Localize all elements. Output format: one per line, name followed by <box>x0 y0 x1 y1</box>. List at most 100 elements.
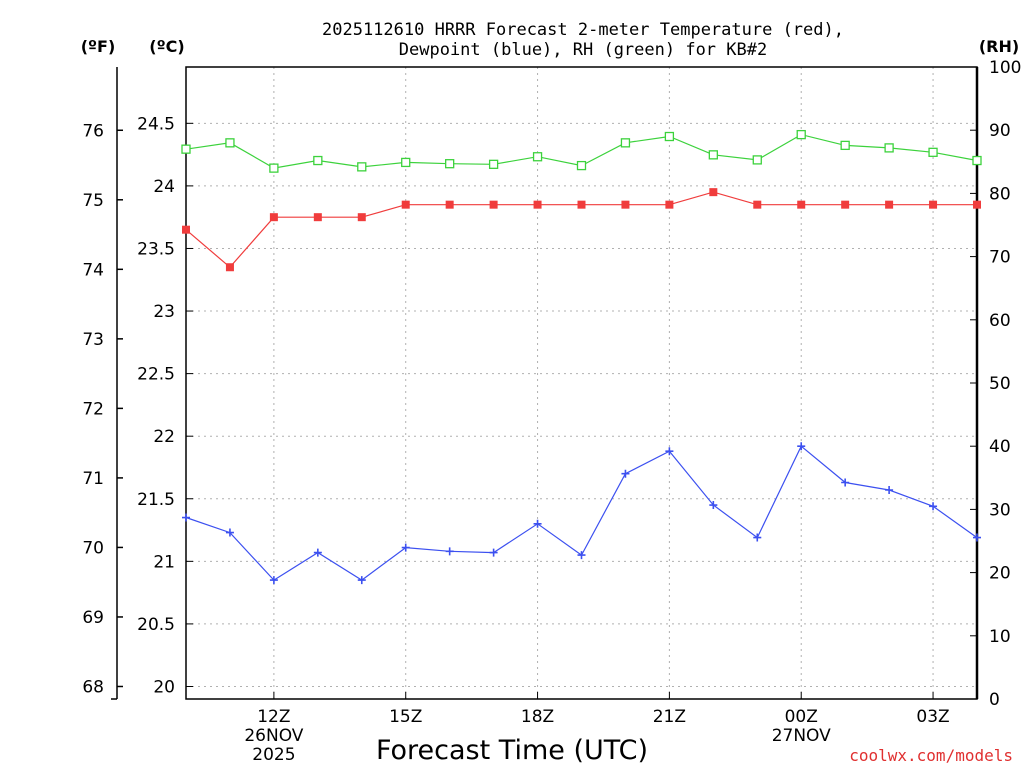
dewpoint-point <box>709 501 718 510</box>
rh-tick-label: 90 <box>989 121 1011 141</box>
dewpoint-point <box>973 533 981 542</box>
rh-tick-label: 50 <box>989 374 1011 394</box>
fahrenheit-unit-label: (ºF) <box>81 37 116 56</box>
dewpoint-point <box>841 478 850 487</box>
dewpoint-point <box>577 551 586 560</box>
rh-tick-label: 30 <box>989 500 1011 520</box>
dewpoint-point <box>797 442 806 451</box>
rh-point <box>269 163 279 173</box>
dewpoint-point <box>269 576 278 585</box>
title: 2025112610 HRRR Forecast 2-meter Tempera… <box>322 20 844 60</box>
dewpoint-point <box>753 533 762 542</box>
x-tick-label: 00Z <box>785 707 818 727</box>
temperature-point <box>313 213 322 222</box>
temperature-series <box>182 188 981 272</box>
dewpoint-point <box>445 547 454 556</box>
dewpoint-point <box>357 576 366 585</box>
temperature-point <box>182 225 190 234</box>
rh-point <box>445 159 455 169</box>
fahrenheit-tick-label: 73 <box>82 330 104 350</box>
x-tick-date-label: 27NOV <box>772 726 831 746</box>
temperature-point <box>621 200 630 209</box>
temperature-point <box>225 263 234 272</box>
rh-tick-label: 100 <box>989 58 1021 78</box>
dewpoint-point <box>885 486 894 495</box>
temperature-point <box>489 200 498 209</box>
dewpoint-point <box>533 519 542 528</box>
dewpoint-series <box>182 442 981 585</box>
dewpoint-point <box>313 548 322 557</box>
dewpoint-point <box>665 447 674 456</box>
fahrenheit-tick-label: 72 <box>82 399 104 419</box>
chart-title-line-1: 2025112610 HRRR Forecast 2-meter Tempera… <box>322 20 844 40</box>
rh-tick-label: 60 <box>989 311 1011 331</box>
rh-point <box>313 155 323 166</box>
rh-point <box>357 162 367 172</box>
x-axis-title: Forecast Time (UTC) <box>376 735 648 766</box>
rh-point <box>620 138 631 148</box>
temperature-point <box>665 200 674 209</box>
dewpoint-point <box>182 513 190 522</box>
rh-point <box>840 140 850 151</box>
fahrenheit-tick-label: 76 <box>82 121 104 141</box>
rh-point <box>532 152 543 162</box>
tick-labels: 20 20.5 21 21.5 22 22.5 23 23.5 24 24.5 68 69 70 71 72… <box>82 58 1021 765</box>
rh-tick-label: 20 <box>989 564 1011 584</box>
rh-point <box>972 155 982 166</box>
rh-point <box>752 155 762 165</box>
temperature-point <box>577 200 586 209</box>
dewpoint-point <box>621 469 630 478</box>
rh-point <box>401 157 411 168</box>
x-tick-date-label: 26NOV <box>244 726 303 746</box>
temperature-point <box>533 200 542 209</box>
data-series <box>181 129 982 585</box>
celsius-tick-label: 23.5 <box>137 239 175 259</box>
rh-tick-label: 70 <box>989 248 1011 268</box>
fahrenheit-tick-label: 71 <box>82 469 104 489</box>
rh-point <box>488 159 499 169</box>
x-tick-year-label: 2025 <box>252 745 295 765</box>
x-tick-label: 12Z <box>257 707 290 727</box>
x-tick-label: 15Z <box>389 707 422 727</box>
dewpoint-point <box>401 543 410 552</box>
x-tick-label: 18Z <box>521 707 554 727</box>
celsius-unit-label: (ºC) <box>149 37 184 56</box>
celsius-tick-label: 24.5 <box>137 114 175 134</box>
celsius-tick-label: 24 <box>153 177 175 197</box>
temperature-point <box>709 188 718 197</box>
celsius-tick-label: 21.5 <box>137 490 175 510</box>
rh-point <box>884 143 894 153</box>
temperature-point <box>269 213 278 222</box>
celsius-tick-label: 22 <box>153 427 175 447</box>
celsius-tick-label: 20 <box>153 677 175 697</box>
celsius-tick-label: 22.5 <box>137 365 175 385</box>
dewpoint-point <box>929 502 938 511</box>
dewpoint-line <box>185 445 978 581</box>
x-tick-label: 03Z <box>916 707 949 727</box>
fahrenheit-tick-label: 69 <box>82 608 104 628</box>
rh-point <box>708 150 718 160</box>
chart-title-line-2: Dewpoint (blue), RH (green) for KB#2 <box>399 40 767 60</box>
celsius-tick-label: 23 <box>153 302 175 322</box>
celsius-tick-label: 21 <box>153 552 175 572</box>
fahrenheit-tick-label: 75 <box>82 191 104 211</box>
dewpoint-point <box>489 548 498 557</box>
fahrenheit-tick-label: 70 <box>82 538 104 558</box>
fahrenheit-tick-label: 68 <box>82 677 104 697</box>
dewpoint-point <box>225 528 234 537</box>
temperature-point <box>841 200 850 209</box>
rh-tick-label: 80 <box>989 184 1011 204</box>
rh-tick-label: 0 <box>989 690 1000 710</box>
temperature-point <box>445 200 454 209</box>
credit-link[interactable]: coolwx.com/models <box>849 746 1013 765</box>
rh-unit-label: (RH) <box>979 37 1019 56</box>
fahrenheit-tick-label: 74 <box>82 260 104 280</box>
rh-tick-label: 10 <box>989 627 1011 647</box>
temperature-point <box>929 200 938 209</box>
temperature-point <box>401 200 410 209</box>
temperature-point <box>753 200 762 209</box>
rh-point <box>576 160 587 171</box>
temperature-point <box>357 213 366 222</box>
rh-point <box>928 147 938 157</box>
x-tick-label: 21Z <box>653 707 686 727</box>
